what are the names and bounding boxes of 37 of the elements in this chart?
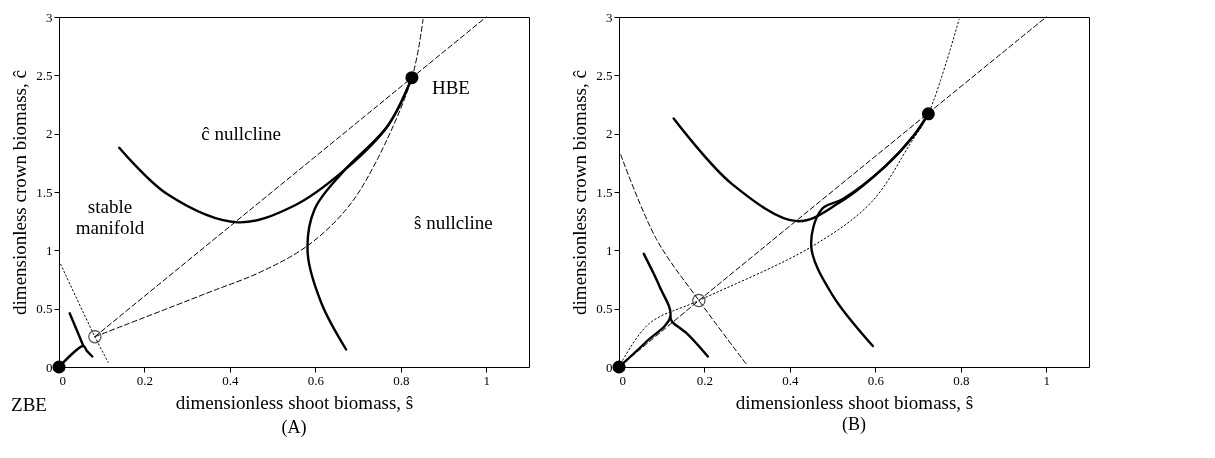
annotation: ŝ nullcline: [414, 212, 493, 233]
y-tick-label: 2.5: [36, 67, 53, 83]
x-tick-label: 0: [619, 372, 626, 388]
x-tick-label: 0.4: [222, 372, 240, 388]
x-tick-label: 0.2: [696, 372, 714, 388]
x-tick-label: 0.2: [136, 372, 154, 388]
y-tick-label: 1.5: [36, 184, 53, 200]
annotation: ZBE: [11, 394, 47, 415]
text: (B): [842, 414, 866, 435]
annotation: HBE: [431, 76, 470, 98]
y-tick-label: 1: [46, 242, 53, 258]
y-tick-label: 3: [46, 9, 53, 25]
y-tick-label: 1: [606, 242, 613, 258]
y-tick-label: 2.5: [596, 67, 613, 83]
y-tick-label: 0.5: [36, 301, 53, 317]
x-tick-label: 0.8: [393, 372, 410, 388]
y-tick-label: 0.5: [596, 301, 613, 317]
x-tick-label: 1: [1043, 372, 1051, 388]
x-tick-label: 0.6: [867, 372, 885, 388]
y-tick-label: 2: [606, 126, 613, 142]
annotation: ĉ nullcline: [201, 123, 281, 144]
y-axis-title: dimensionless crown biomass, ĉ: [9, 70, 31, 315]
x-tick-label: 0.8: [953, 372, 970, 388]
y-tick-label: 3: [606, 9, 613, 25]
text: (A): [281, 417, 307, 438]
y-tick-label: 0: [606, 359, 613, 375]
annotation: stable manifold: [75, 196, 145, 238]
x-tick-label: 0: [59, 372, 66, 388]
x-axis-title: dimensionless shoot biomass, ŝ: [175, 391, 414, 413]
x-tick-label: 0.4: [782, 372, 800, 388]
y-tick-label: 1.5: [596, 184, 613, 200]
x-axis-title: dimensionless shoot biomass, ŝ: [735, 391, 974, 413]
x-tick-label: 1: [483, 372, 491, 388]
y-tick-label: 0: [46, 359, 53, 375]
x-tick-label: 0.6: [307, 372, 325, 388]
y-tick-label: 2: [46, 126, 53, 142]
y-axis-title: dimensionless crown biomass, ĉ: [569, 70, 591, 315]
